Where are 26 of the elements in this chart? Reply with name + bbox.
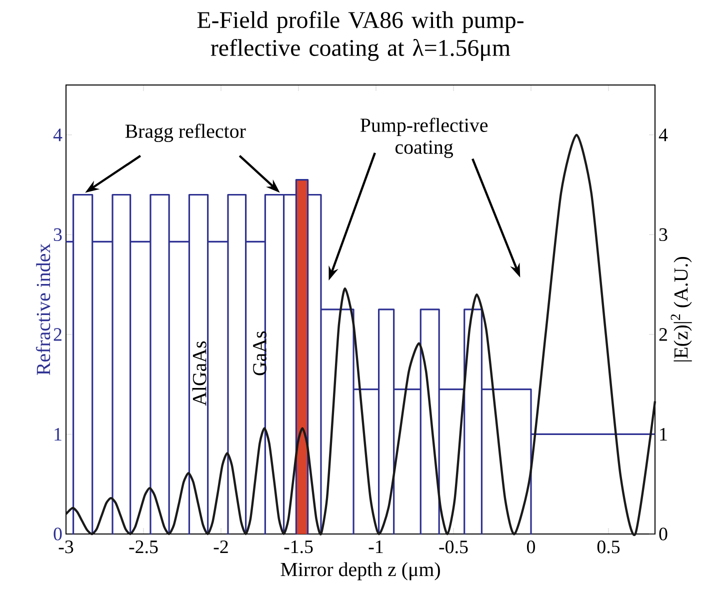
y-tick-label: 1 — [54, 428, 62, 440]
x-tick-label: 0.5 — [597, 540, 620, 554]
chart-title: E-Field profile VA86 with pump-reflective coating at λ=1.56μm — [197, 11, 524, 61]
y-tick-label: 3 — [54, 228, 62, 242]
y-axis-title: Refractive index — [36, 244, 50, 376]
x-tick-label: 0 — [526, 540, 536, 554]
y2-tick-label: 0 — [659, 528, 668, 540]
y2-tick-label: 4 — [658, 128, 668, 142]
x-tick-label: -3 — [58, 540, 74, 554]
x-tick-label: -2.5 — [129, 540, 158, 554]
annotation: Bragg reflector — [125, 124, 246, 142]
y2-tick-label: 3 — [659, 228, 668, 242]
y2-tick-label: 2 — [659, 328, 667, 341]
annotation: AlGaAs — [192, 341, 206, 406]
x-tick-label: -0.5 — [439, 540, 468, 554]
annotation: Pump-reflective coating — [360, 118, 488, 158]
x-tick-label: -1 — [368, 540, 383, 553]
y2-axis-title: |E(z)|$^{2}$ (A.U.) — [670, 257, 692, 362]
y-tick-label: 0 — [54, 528, 62, 540]
x-tick-label: -2 — [214, 540, 228, 554]
x-axis-title: Mirror depth z (μm) — [280, 562, 440, 580]
annotation: GaAs — [253, 331, 266, 376]
y2-tick-label: 1 — [660, 428, 667, 440]
y-tick-label: 4 — [53, 128, 62, 142]
x-tick-label: -1.5 — [284, 540, 313, 554]
y-tick-label: 2 — [54, 328, 62, 341]
